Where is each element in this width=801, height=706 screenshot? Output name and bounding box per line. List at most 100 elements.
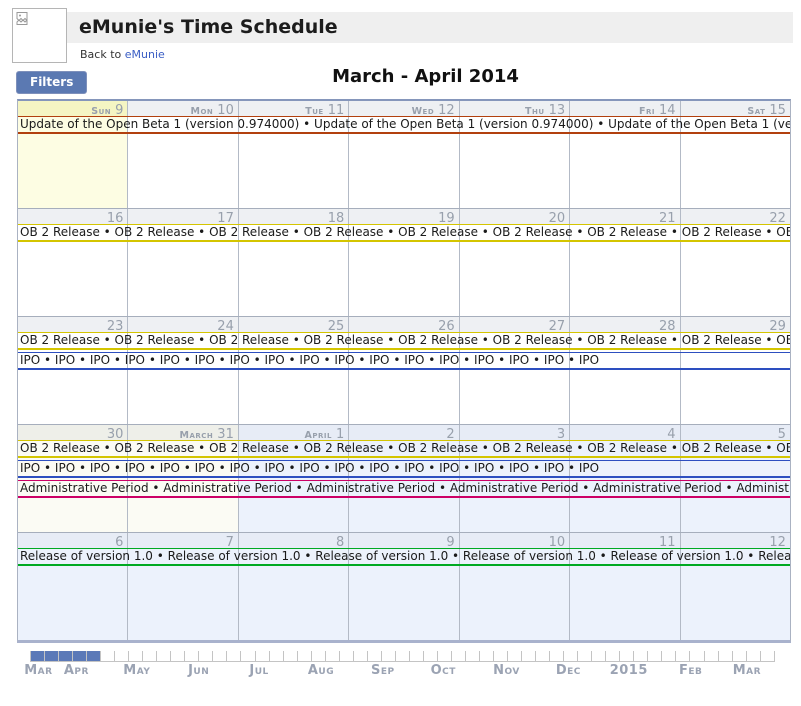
timeline-week-tick[interactable] [296, 651, 311, 661]
day-cell[interactable]: 16 [18, 209, 128, 316]
timeline-week-tick[interactable] [268, 651, 283, 661]
timeline-week-tick[interactable] [591, 651, 605, 661]
timeline-week-tick[interactable] [422, 651, 437, 661]
timeline-week-tick[interactable] [30, 651, 45, 661]
day-cell[interactable]: 8 [237, 533, 349, 640]
timeline-week-tick[interactable] [549, 651, 563, 661]
timeline-week-tick[interactable] [310, 651, 325, 661]
day-cell[interactable]: 7 [127, 533, 238, 640]
timeline-week-tick[interactable] [731, 651, 746, 661]
timeline-week-tick[interactable] [675, 651, 689, 661]
timeline-week-tick[interactable] [436, 651, 451, 661]
event-bar-ipo[interactable]: IPO • IPO • IPO • IPO • IPO • IPO • IPO … [18, 460, 790, 478]
timeline-week-tick[interactable] [212, 651, 226, 661]
timeline-week-tick[interactable] [493, 651, 507, 661]
day-cell[interactable]: 30 [18, 425, 128, 532]
timeline-week-tick[interactable] [100, 651, 114, 661]
day-cell[interactable]: 9 [348, 533, 459, 640]
timeline-week-tick[interactable] [58, 651, 73, 661]
timeline-week-tick[interactable] [450, 651, 465, 661]
day-cell[interactable]: April 1 [237, 425, 349, 532]
day-cell[interactable]: 25 [237, 317, 349, 424]
day-cell[interactable]: 26 [348, 317, 459, 424]
day-cell[interactable]: 3 [458, 425, 570, 532]
timeline-week-tick[interactable] [577, 651, 591, 661]
timeline-week-tick[interactable] [142, 651, 156, 661]
day-cell[interactable]: 24 [127, 317, 238, 424]
timeline-week-tick[interactable] [156, 651, 170, 661]
timeline-week-tick[interactable] [703, 651, 718, 661]
timeline-week-tick[interactable] [535, 651, 549, 661]
timeline-week-tick[interactable] [338, 651, 353, 661]
timeline-week-tick[interactable] [759, 651, 775, 661]
day-cell[interactable]: 23 [18, 317, 128, 424]
day-cell[interactable]: 18 [237, 209, 349, 316]
day-cell[interactable]: 22 [679, 209, 790, 316]
timeline-week-tick[interactable] [128, 651, 142, 661]
filters-button[interactable]: Filters [16, 71, 88, 94]
timeline-week-tick[interactable] [745, 651, 760, 661]
timeline-week-tick[interactable] [254, 651, 269, 661]
day-cell[interactable]: 11 [569, 533, 680, 640]
timeline-week-tick[interactable] [44, 651, 59, 661]
timeline-week-tick[interactable] [86, 651, 101, 661]
timeline-week-tick[interactable] [619, 651, 633, 661]
timeline-week-tick[interactable] [184, 651, 198, 661]
day-cell[interactable]: 29 [679, 317, 790, 424]
day-cell[interactable]: March 31 [127, 425, 238, 532]
timeline-week-tick[interactable] [647, 651, 661, 661]
event-bar-admin[interactable]: Administrative Period • Administrative P… [18, 480, 790, 498]
day-cell[interactable]: 28 [569, 317, 680, 424]
timeline-week-tick[interactable] [717, 651, 732, 661]
timeline-week-tick[interactable] [605, 651, 619, 661]
timeline-week-tick[interactable] [352, 651, 367, 661]
timeline-week-tick[interactable] [226, 651, 240, 661]
timeline-week-tick[interactable] [464, 651, 479, 661]
day-cell[interactable]: 17 [127, 209, 238, 316]
day-cell[interactable]: 12 [679, 533, 790, 640]
event-bar-ob2[interactable]: OB 2 Release • OB 2 Release • OB 2 Relea… [18, 332, 790, 350]
event-bar-ob2[interactable]: OB 2 Release • OB 2 Release • OB 2 Relea… [18, 440, 790, 458]
day-cell[interactable]: 6 [18, 533, 128, 640]
day-cell[interactable]: Fri 14 [569, 101, 680, 208]
day-cell[interactable]: Sat 15 [679, 101, 790, 208]
timeline-week-tick[interactable] [394, 651, 409, 661]
day-cell[interactable]: 21 [569, 209, 680, 316]
day-cell[interactable]: 5 [679, 425, 790, 532]
timeline-week-tick[interactable] [521, 651, 535, 661]
day-cell[interactable]: 2 [348, 425, 459, 532]
timeline-week-tick[interactable] [479, 651, 493, 661]
timeline-week-tick[interactable] [324, 651, 339, 661]
timeline-week-tick[interactable] [408, 651, 423, 661]
timeline-week-tick[interactable] [198, 651, 212, 661]
timeline-week-tick[interactable] [633, 651, 647, 661]
day-cell[interactable]: Tue 11 [237, 101, 349, 208]
timeline-week-tick[interactable] [282, 651, 297, 661]
timeline-week-tick[interactable] [72, 651, 87, 661]
timeline-scrubber[interactable] [30, 651, 775, 662]
timeline-week-tick[interactable] [366, 651, 381, 661]
timeline-week-tick[interactable] [380, 651, 395, 661]
event-layer: Update of the Open Beta 1 (version 0.974… [18, 116, 790, 134]
timeline-week-tick[interactable] [170, 651, 184, 661]
day-cell[interactable]: 19 [348, 209, 459, 316]
day-cell[interactable]: Wed 12 [348, 101, 459, 208]
day-cell[interactable]: Mon 10 [127, 101, 238, 208]
timeline-week-tick[interactable] [661, 651, 675, 661]
day-cell[interactable]: Sun 9 [18, 101, 128, 208]
day-cell[interactable]: 10 [458, 533, 570, 640]
day-cell[interactable]: Thu 13 [458, 101, 570, 208]
event-bar-release[interactable]: Release of version 1.0 • Release of vers… [18, 548, 790, 566]
timeline-week-tick[interactable] [563, 651, 577, 661]
timeline-week-tick[interactable] [114, 651, 128, 661]
back-to-emunie-link[interactable]: eMunie [124, 48, 165, 61]
timeline-week-tick[interactable] [507, 651, 521, 661]
timeline-week-tick[interactable] [240, 651, 254, 661]
day-cell[interactable]: 4 [569, 425, 680, 532]
event-bar-ipo[interactable]: IPO • IPO • IPO • IPO • IPO • IPO • IPO … [18, 352, 790, 370]
event-bar-update[interactable]: Update of the Open Beta 1 (version 0.974… [18, 116, 790, 134]
timeline-week-tick[interactable] [689, 651, 703, 661]
day-cell[interactable]: 20 [458, 209, 570, 316]
event-bar-ob2[interactable]: OB 2 Release • OB 2 Release • OB 2 Relea… [18, 224, 790, 242]
day-cell[interactable]: 27 [458, 317, 570, 424]
